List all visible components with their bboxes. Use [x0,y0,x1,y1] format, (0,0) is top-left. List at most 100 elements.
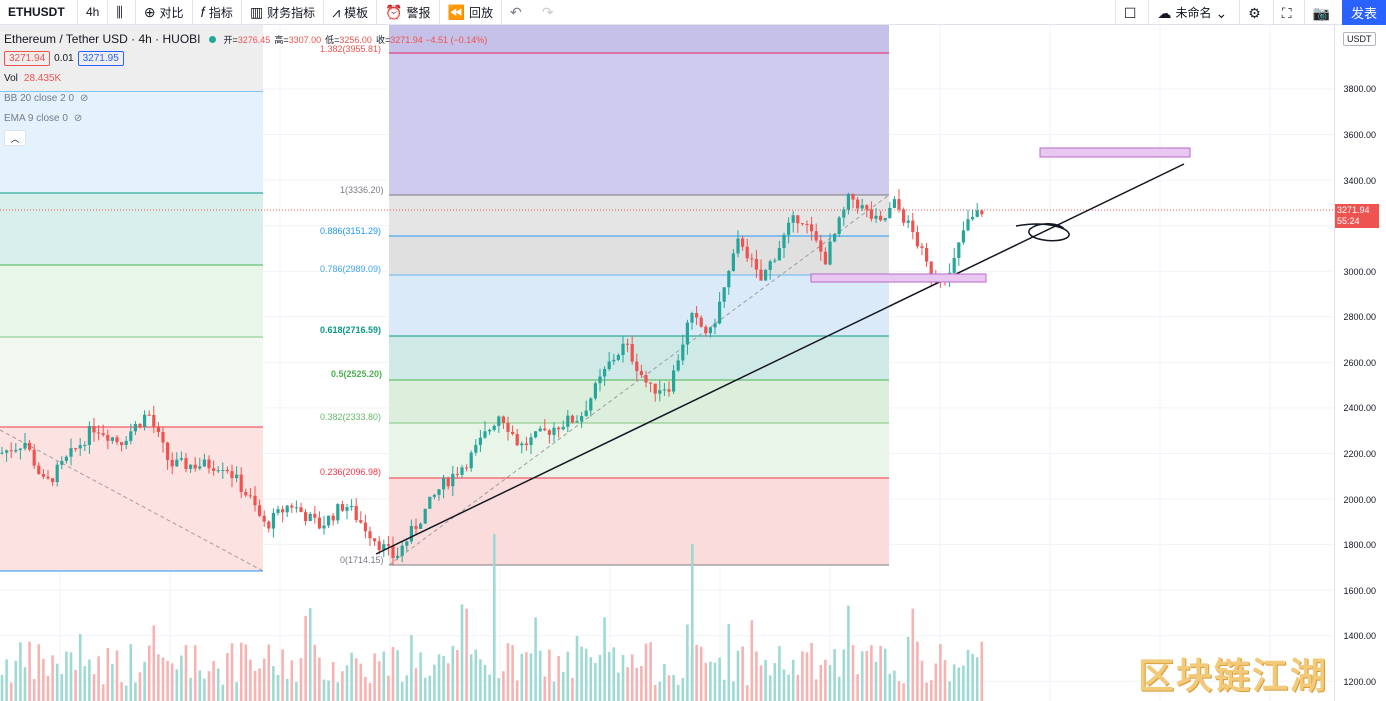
volume-bar [750,620,754,701]
eye-off-icon[interactable]: ⊘ [80,92,89,104]
indicators-button[interactable]: 𝑓 指标 [193,0,242,25]
indicators-label: 指标 [208,5,233,20]
volume-bar [681,678,685,701]
volume-bar [525,652,528,701]
candle-body [386,544,390,546]
candle-body [244,492,248,496]
volume-bar [902,683,905,701]
chart-style-button[interactable]: ⫼ [108,0,136,25]
fullscreen-button[interactable]: ⛶ [1272,0,1304,25]
volume-bar [428,675,432,701]
candle-body [51,478,55,482]
symbol-search-button[interactable]: ETHUSDT [0,0,78,25]
candle-body [129,431,133,441]
publish-button[interactable]: 发表 [1342,0,1386,25]
ask-price-button[interactable]: 3271.95 [77,50,124,66]
candle-body [966,219,970,231]
redo-icon: ↷ [541,4,554,20]
candle-body [83,444,87,446]
volume-bar [377,661,381,701]
volume-legend[interactable]: Vol 28.435K [4,68,491,88]
candle-body [419,523,423,529]
symbol-title[interactable]: Ethereum / Tether USD · 4h · HUOBI [4,32,201,46]
candle-body [69,448,73,457]
alert-label: 警报 [406,5,431,20]
candle-body [345,507,349,511]
indicator-ema[interactable]: EMA 9 close 0 ⊘ [4,108,491,128]
candle-body [639,371,643,376]
volume-bar [925,682,928,701]
price-tick: 1400.00 [1343,631,1376,641]
candle-body [833,234,837,242]
candle-body [658,390,662,394]
templates-button[interactable]: ⩘ 模板 [324,0,378,25]
candle-body [575,421,579,423]
price-axis[interactable]: USDT 3800.00 3600.00 3400.00 3000.00 280… [1334,25,1386,701]
candle-body [695,312,699,318]
volume-bar [405,675,409,701]
cloud-icon: ☁ [1157,4,1172,21]
chart-canvas[interactable] [0,25,1334,701]
fib-zone [389,236,889,275]
compare-button[interactable]: ⊕ 对比 [136,0,193,25]
volume-bar [548,649,551,701]
bar-chart-icon: ▥ [249,4,264,20]
financials-button[interactable]: ▥ 财务指标 [242,0,325,25]
volume-bar [304,615,307,701]
volume-bar [414,668,418,701]
candle-body [524,443,528,445]
volume-value: 28.435K [23,72,62,84]
volume-bar [943,660,947,701]
candle-body [731,253,735,272]
volume-bar [419,652,422,701]
candle-body [745,246,749,259]
templates-label: 模板 [344,5,369,20]
collapse-legend-button[interactable]: ︿ [4,130,26,146]
layout-select-button[interactable]: ☐ [1114,0,1149,25]
volume-bar [621,654,625,701]
volume-bar [244,644,248,701]
volume-bar [515,680,519,701]
candle-body [294,507,298,509]
candle-body [800,223,804,225]
alert-button[interactable]: ⏰ 警报 [377,0,440,25]
volume-bar [442,656,445,701]
candle-body [248,495,252,497]
volume-bar [336,682,340,701]
undo-button[interactable]: ↶ [502,0,534,25]
volume-bar [929,680,933,701]
eye-off-icon[interactable]: ⊘ [73,112,83,124]
volume-bar [124,685,128,701]
volume-bar [433,664,436,701]
volume-bar [253,670,257,701]
fib-label-0382: 0.382(2333.80) [320,412,382,422]
volume-bar [69,652,73,701]
volume-bar [451,645,455,701]
ohlc-high: 高=3307.00 [274,34,322,45]
candle-body [616,354,620,360]
candle-body [446,477,450,487]
interval-button[interactable]: 4h [78,0,109,25]
replay-button[interactable]: ⏪ 回放 [440,0,503,25]
bid-price-button[interactable]: 3271.94 [4,50,51,66]
volume-bar [722,679,726,701]
candle-body [846,193,850,210]
currency-unit-badge[interactable]: USDT [1343,32,1376,46]
volume-bar [520,653,524,701]
snapshot-button[interactable]: 📷 [1303,0,1342,25]
candle-body [911,220,915,233]
layout-name: 未命名 [1175,6,1212,20]
redo-button[interactable]: ↷ [534,0,566,25]
fib-label-0236: 0.236(2096.98) [320,467,382,477]
candle-body [925,247,929,262]
fib-zone [389,478,889,565]
volume-bar [686,624,689,701]
indicator-bb[interactable]: BB 20 close 2 0 ⊘ [4,88,491,108]
chart-pane[interactable]: 1.382(3955.81) 1(3336.20) 0.886(3151.29)… [0,25,1334,701]
chevron-up-icon: ︿ [10,133,20,144]
candle-body [961,230,965,243]
save-layout-button[interactable]: ☁ 未命名 ⌄ [1148,0,1239,25]
volume-bar [962,665,965,701]
candle-body [823,251,827,265]
settings-button[interactable]: ⚙ [1239,0,1273,25]
